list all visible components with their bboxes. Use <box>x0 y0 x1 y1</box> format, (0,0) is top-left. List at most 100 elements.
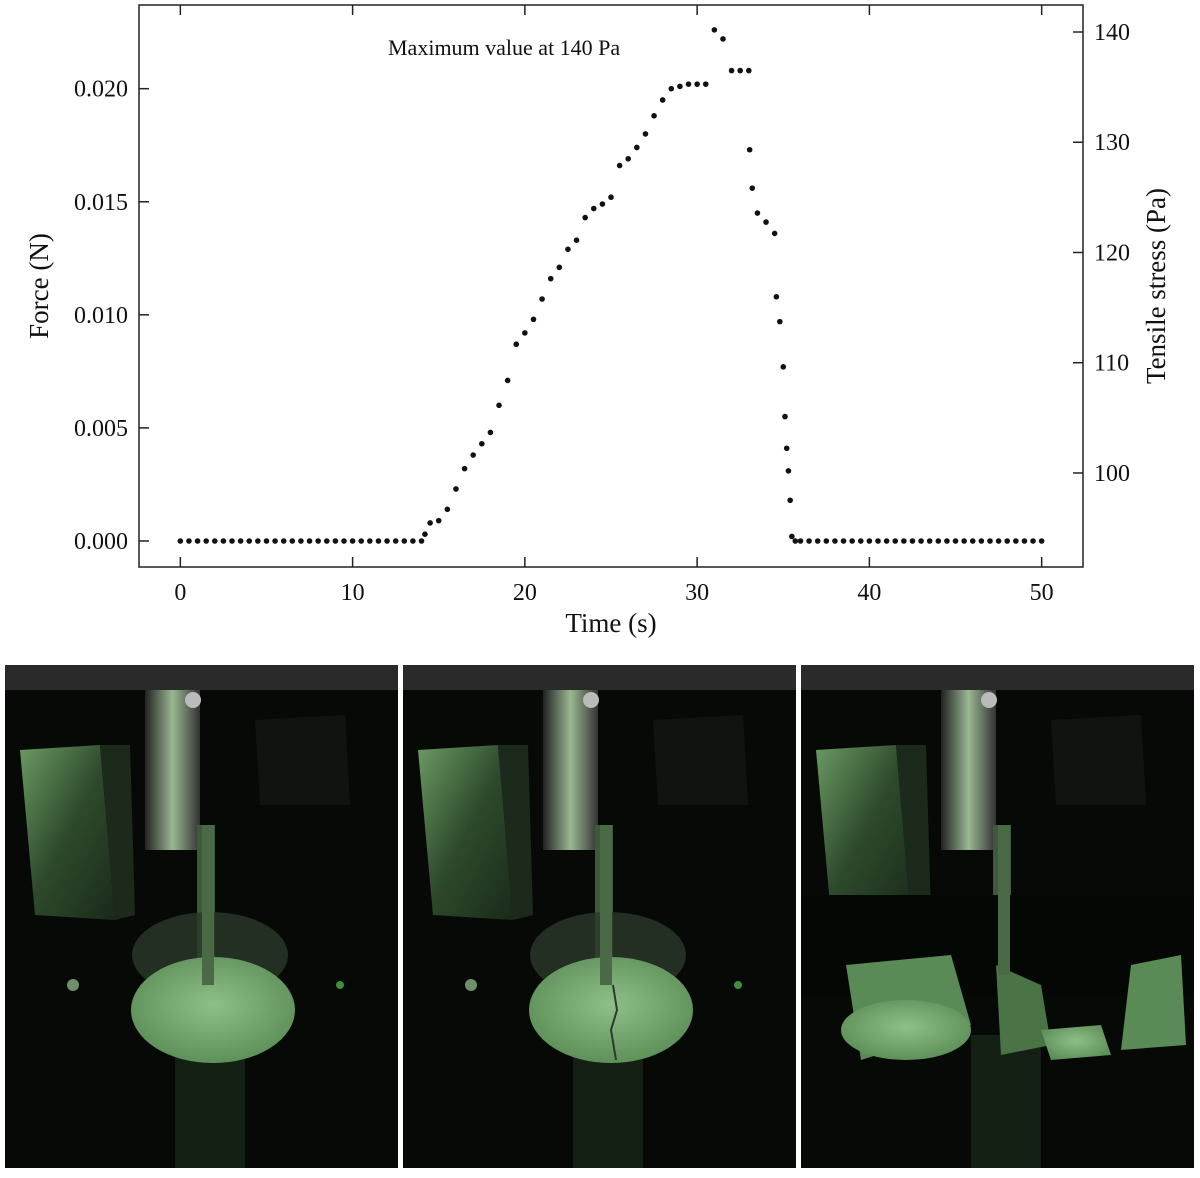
data-point <box>737 67 743 74</box>
data-point <box>367 538 373 544</box>
x-tick-label: 30 <box>685 580 709 606</box>
data-point <box>435 517 442 524</box>
data-point <box>857 538 864 544</box>
y-tick-label: 0.010 <box>74 303 128 329</box>
divider <box>398 665 403 1173</box>
x-tick-label: 20 <box>513 580 537 606</box>
y-axis-label: Force (N) <box>24 233 54 339</box>
y2-tick-label: 100 <box>1094 461 1130 487</box>
data-point <box>211 538 218 544</box>
data-point <box>1013 538 1019 544</box>
data-point <box>315 538 321 544</box>
data-point <box>651 113 657 119</box>
data-point <box>608 194 614 201</box>
data-point <box>806 538 812 544</box>
data-point <box>832 538 838 544</box>
data-point <box>952 538 959 544</box>
y-tick-label: 0.005 <box>74 416 128 442</box>
data-point <box>995 538 1002 544</box>
data-point <box>470 452 476 458</box>
data-point <box>237 538 244 544</box>
data-point <box>280 538 287 544</box>
data-point <box>496 402 502 409</box>
data-point <box>418 538 425 544</box>
data-point <box>1038 538 1045 544</box>
data-point <box>749 185 756 191</box>
data-point <box>746 146 753 153</box>
data-point <box>453 486 459 492</box>
data-point <box>771 230 778 237</box>
data-point <box>702 81 709 87</box>
data-point <box>220 538 227 544</box>
data-point <box>909 538 916 544</box>
data-point <box>823 538 830 544</box>
x-tick-label: 0 <box>174 580 186 606</box>
y-tick-label: 0.015 <box>74 190 128 216</box>
data-point <box>728 67 735 74</box>
data-point <box>375 538 382 544</box>
data-point <box>634 144 640 151</box>
data-point <box>186 538 192 544</box>
data-point <box>978 538 985 544</box>
data-point <box>642 131 649 137</box>
data-point <box>272 538 278 544</box>
x-tick-label: 50 <box>1030 580 1054 606</box>
data-point <box>599 201 606 207</box>
data-point <box>926 538 933 544</box>
y-tick-label: 0.020 <box>74 77 128 103</box>
data-point <box>444 506 451 513</box>
data-point <box>780 364 787 370</box>
data-point <box>849 538 855 544</box>
data-point <box>263 538 270 544</box>
divider <box>796 665 801 1173</box>
data-point <box>289 538 296 544</box>
annotation: Maximum value at 140 Pa <box>388 35 620 60</box>
data-point <box>1021 538 1028 544</box>
data-point <box>410 538 416 544</box>
data-point <box>504 377 511 384</box>
data-point <box>694 81 700 87</box>
data-point <box>777 318 783 325</box>
data-point <box>866 538 873 544</box>
data-point <box>625 155 632 162</box>
data-point <box>306 538 313 544</box>
y2-tick-label: 130 <box>1094 130 1130 156</box>
data-point <box>616 162 623 169</box>
data-point <box>547 275 554 282</box>
data-point <box>659 97 666 103</box>
data-point <box>901 538 907 544</box>
data-point <box>783 445 790 452</box>
y2-tick-label: 120 <box>1094 240 1130 266</box>
data-point <box>461 465 468 472</box>
photo-broken <box>801 665 1194 1168</box>
data-point <box>479 440 485 447</box>
x-axis-label: Time (s) <box>565 608 656 638</box>
data-point <box>944 538 950 544</box>
photo-strip <box>5 665 1194 1173</box>
y2-axis-label: Tensile stress (Pa) <box>1141 188 1171 384</box>
data-point <box>883 538 890 544</box>
data-point <box>720 36 726 42</box>
data-point <box>746 67 752 74</box>
data-point <box>246 538 253 544</box>
data-point <box>789 533 795 540</box>
data-point <box>332 538 339 544</box>
data-point <box>298 538 304 544</box>
data-point <box>229 538 235 544</box>
data-point <box>427 520 433 526</box>
data-point <box>840 538 847 544</box>
data-point <box>582 214 588 221</box>
data-point <box>203 538 209 544</box>
data-point <box>384 538 390 544</box>
data-point <box>754 210 761 216</box>
data-point <box>677 83 683 90</box>
data-point <box>814 538 821 544</box>
data-point <box>556 264 563 271</box>
data-point <box>522 330 528 336</box>
photo-crack <box>403 665 796 1168</box>
photo-before <box>5 665 398 1168</box>
data-point <box>422 531 428 538</box>
data-point <box>323 538 330 544</box>
